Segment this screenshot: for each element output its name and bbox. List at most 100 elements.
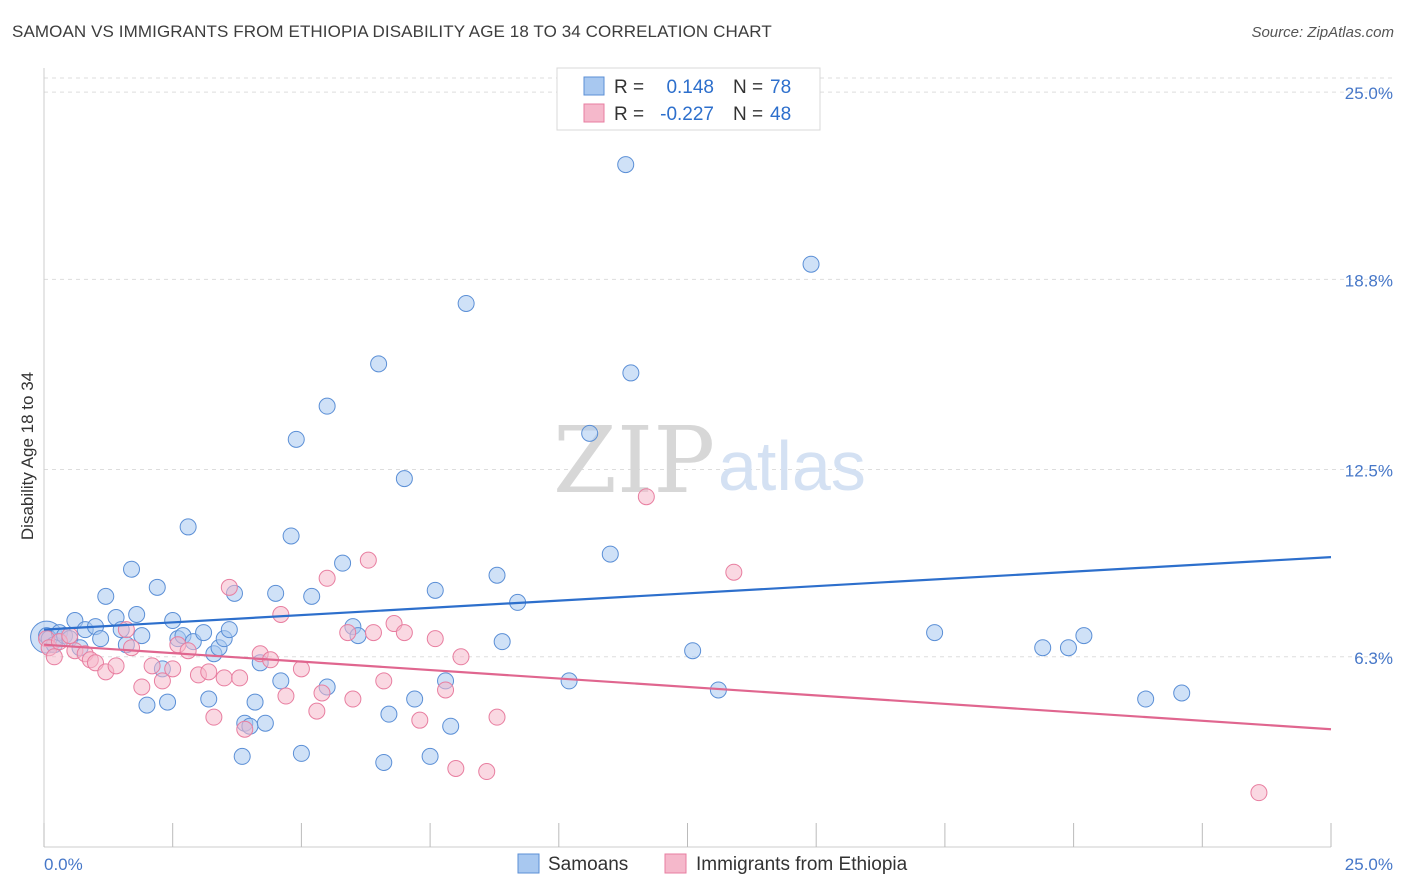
samoans-point-16: [128, 605, 146, 623]
legend-r-value-1: 0.148: [666, 77, 714, 98]
samoans-point-32: [220, 621, 238, 639]
ethiopia-point-40: [395, 624, 413, 642]
samoans-point-41: [272, 672, 290, 690]
samoans-point-44: [292, 744, 310, 762]
ethiopia-point-13: [133, 678, 151, 696]
samoans-point-11: [97, 587, 115, 605]
axis-layer: [43, 68, 1332, 848]
ethiopia-point-23: [220, 578, 238, 596]
samoans-point-73: [1034, 639, 1052, 657]
ethiopia-point-20: [200, 663, 218, 681]
top-legend: R = 0.148 N = 78 R = -0.227 N = 48: [556, 67, 821, 131]
ethiopia-point-42: [426, 630, 444, 648]
bottom-legend-swatch-samoans: [517, 853, 540, 874]
grid-layer: [44, 77, 1393, 658]
legend-n-label-2: N =: [733, 104, 763, 125]
ethiopia-point-34: [339, 624, 357, 642]
samoans-point-10: [92, 630, 110, 648]
samoans-point-65: [581, 424, 599, 442]
ethiopia-point-46: [478, 763, 496, 781]
ethiopia-point-4: [61, 627, 79, 645]
chart-title: SAMOAN VS IMMIGRANTS FROM ETHIOPIA DISAB…: [12, 22, 772, 41]
samoans-point-69: [684, 642, 702, 660]
ethiopia-point-44: [447, 759, 465, 777]
tick-labels: 6.3% 12.5% 18.8% 25.0% 0.0% 25.0%: [44, 84, 1393, 874]
x-tick-label-1: 25.0%: [1345, 855, 1393, 874]
samoans-point-72: [926, 624, 944, 642]
watermark: ZIP atlas: [553, 407, 866, 514]
y-tick-label-1: 12.5%: [1345, 462, 1393, 481]
samoans-point-17: [133, 627, 151, 645]
ethiopia-point-45: [452, 648, 470, 666]
y-tick-label-3: 25.0%: [1345, 84, 1393, 103]
ethiopia-point-14: [143, 657, 161, 675]
ethiopia-point-10: [107, 657, 125, 675]
samoans-point-39: [256, 714, 274, 732]
watermark-atlas: atlas: [718, 427, 866, 505]
y-tick-label-2: 18.8%: [1345, 271, 1393, 290]
y-tick-label-0: 6.3%: [1354, 649, 1393, 668]
ethiopia-points: [38, 488, 1268, 802]
samoans-point-75: [1075, 627, 1093, 645]
ethiopia-point-2: [45, 648, 63, 666]
ethiopia-point-43: [437, 681, 455, 699]
samoans-point-47: [318, 397, 336, 415]
samoans-point-18: [138, 696, 156, 714]
ethiopia-point-33: [318, 569, 336, 587]
legend-r-label-1: R =: [614, 77, 644, 98]
ethiopia-point-18: [179, 642, 197, 660]
legend-r-label-2: R =: [614, 104, 644, 125]
ethiopia-point-28: [272, 605, 290, 623]
samoans-point-76: [1137, 690, 1155, 708]
bottom-legend-swatch-ethiopia: [664, 853, 687, 874]
samoans-point-64: [560, 672, 578, 690]
samoans-point-15: [123, 560, 141, 578]
ethiopia-point-22: [215, 669, 233, 687]
samoans-point-22: [164, 612, 182, 630]
watermark-zip: ZIP: [553, 407, 715, 514]
legend-n-value-1: 78: [770, 77, 791, 98]
samoans-point-68: [622, 364, 640, 382]
samoans-point-52: [375, 753, 393, 771]
bottom-legend-label-ethiopia: Immigrants from Ethiopia: [696, 854, 908, 875]
samoans-point-74: [1059, 639, 1077, 657]
samoans-point-40: [267, 584, 285, 602]
samoans-point-56: [421, 747, 439, 765]
trend-lines: [43, 556, 1332, 731]
samoans-point-27: [195, 624, 213, 642]
ethiopia-point-30: [292, 660, 310, 678]
samoans-point-19: [148, 578, 166, 596]
ethiopia-point-25: [236, 720, 254, 738]
legend-r-value-2: -0.227: [660, 104, 714, 125]
ethiopia-point-49: [725, 563, 743, 581]
samoans-point-48: [334, 554, 352, 572]
samoans-point-77: [1173, 684, 1191, 702]
ethiopia-point-16: [164, 660, 182, 678]
ethiopia-point-21: [205, 708, 223, 726]
samoans-point-37: [246, 693, 264, 711]
legend-swatch-ethiopia: [583, 103, 605, 123]
samoans-point-42: [282, 527, 300, 545]
chart-source: Source: ZipAtlas.com: [1251, 24, 1394, 41]
samoans-point-53: [380, 705, 398, 723]
samoans-point-45: [303, 587, 321, 605]
ethiopia-point-41: [411, 711, 429, 729]
samoans-point-62: [493, 633, 511, 651]
ethiopia-point-12: [123, 639, 141, 657]
ethiopia-point-32: [313, 684, 331, 702]
samoans-point-34: [233, 747, 251, 765]
samoans-point-60: [457, 294, 475, 312]
bottom-legend: Samoans Immigrants from Ethiopia: [517, 853, 908, 875]
samoans-point-66: [601, 545, 619, 563]
samoans-point-43: [287, 430, 305, 448]
y-axis-title: Disability Age 18 to 34: [18, 372, 37, 540]
samoans-point-25: [179, 518, 197, 536]
samoans-point-51: [370, 355, 388, 373]
samoans-point-28: [200, 690, 218, 708]
ethiopia-point-15: [153, 672, 171, 690]
legend-n-label-1: N =: [733, 77, 763, 98]
samoans-point-55: [406, 690, 424, 708]
samoans-point-59: [442, 717, 460, 735]
samoans-trend-line: [43, 556, 1332, 631]
